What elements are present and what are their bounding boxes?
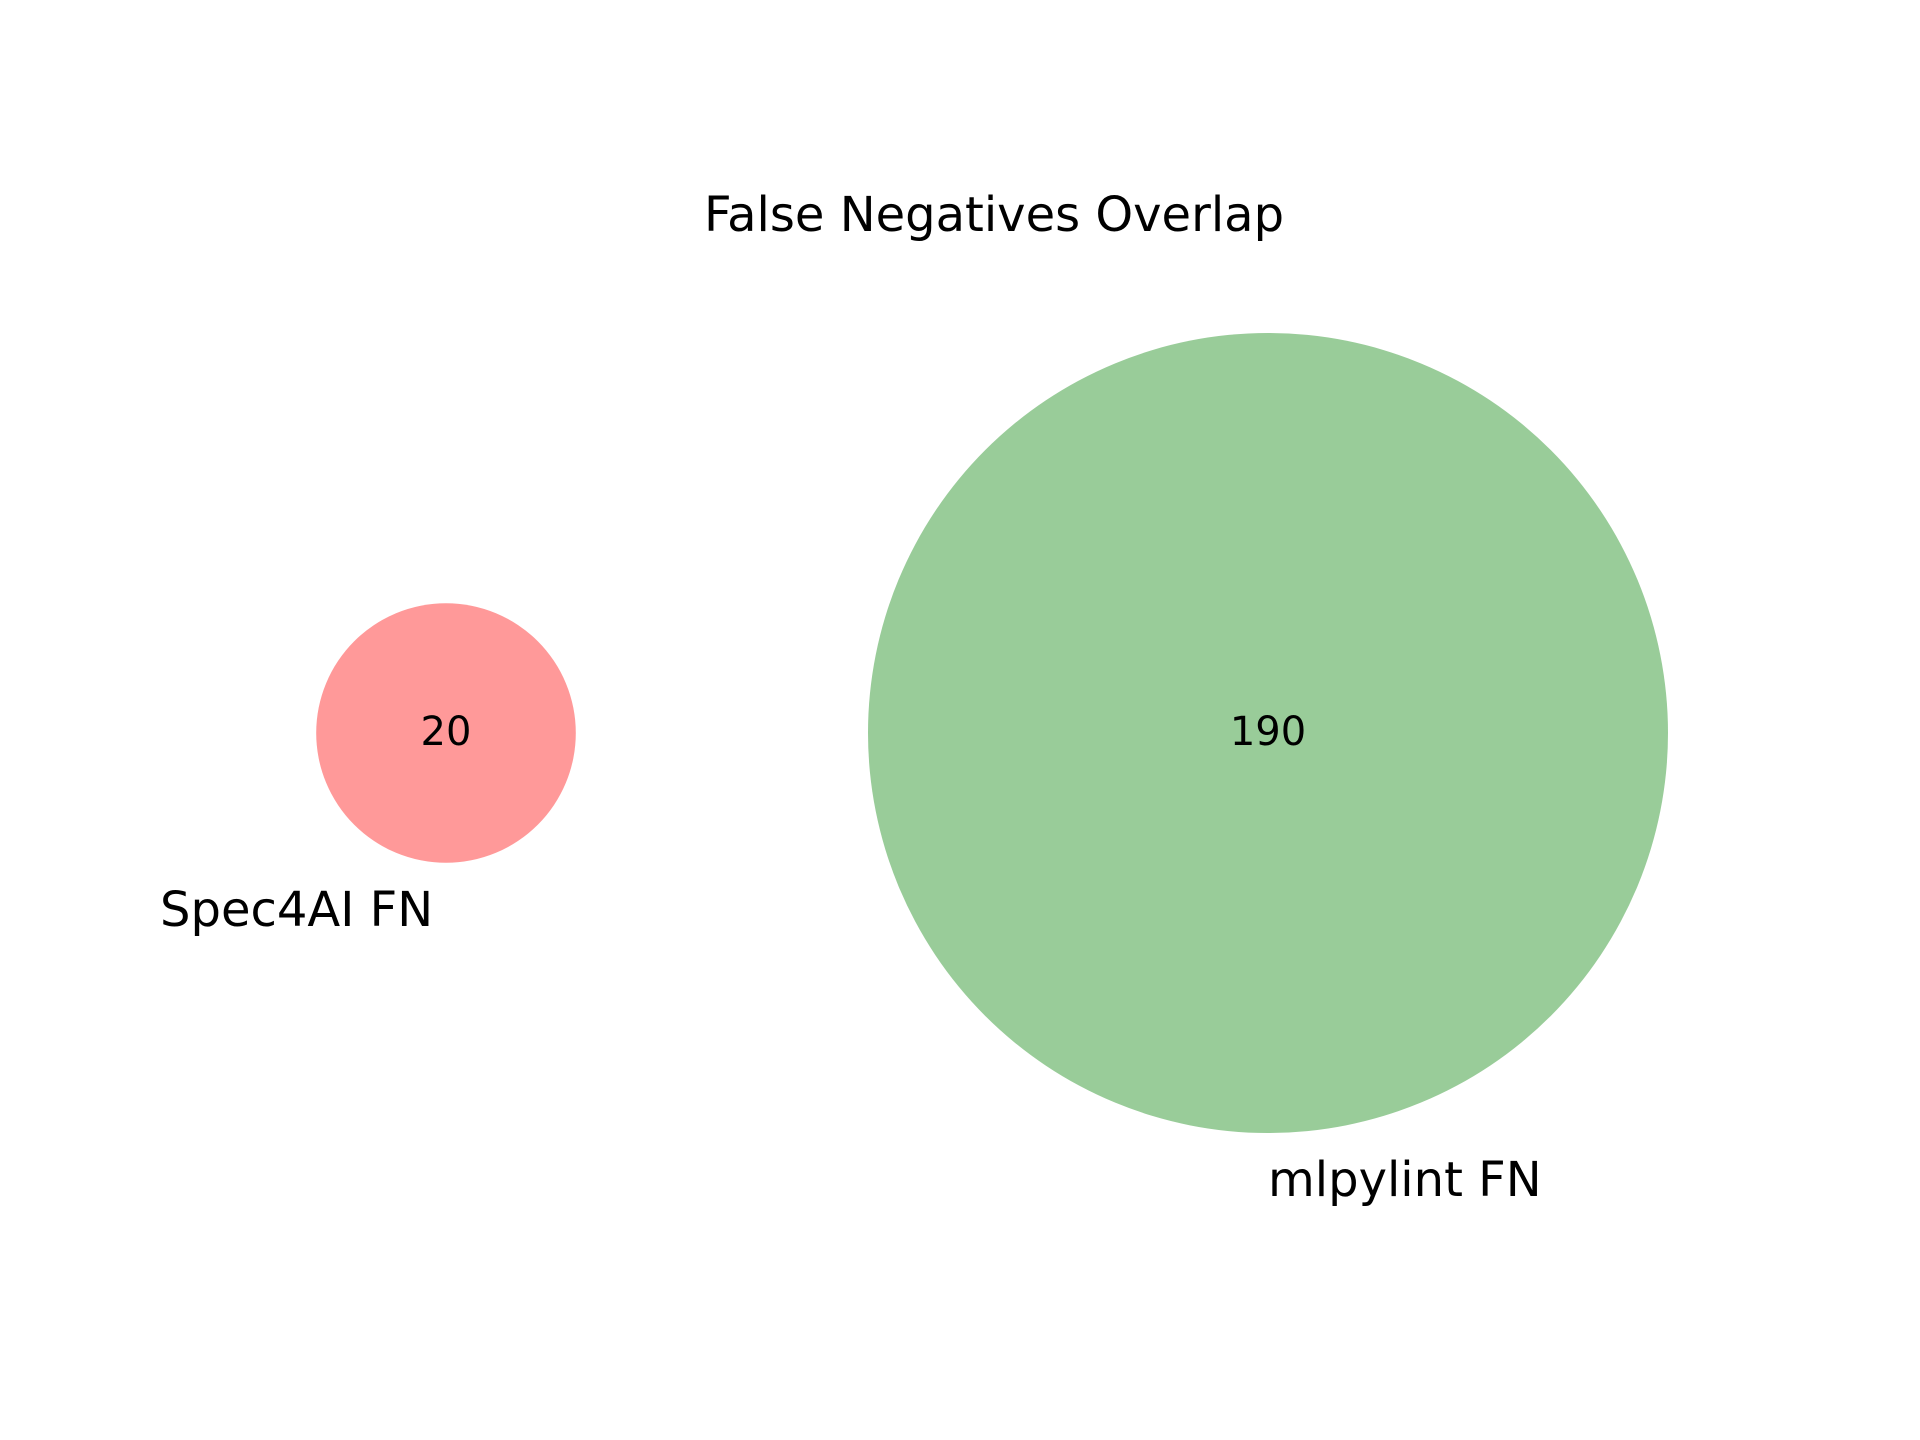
mlpylint-fn-set-label: mlpylint FN xyxy=(1268,1152,1542,1208)
spec4ai-fn-set-label: Spec4AI FN xyxy=(160,882,433,938)
spec4ai-fn-circle xyxy=(316,603,576,863)
spec4ai-fn-count-label: 20 xyxy=(421,709,472,755)
mlpylint-fn-circle xyxy=(868,333,1668,1133)
mlpylint-fn-count-label: 190 xyxy=(1230,709,1306,755)
chart-title: False Negatives Overlap xyxy=(704,187,1284,243)
